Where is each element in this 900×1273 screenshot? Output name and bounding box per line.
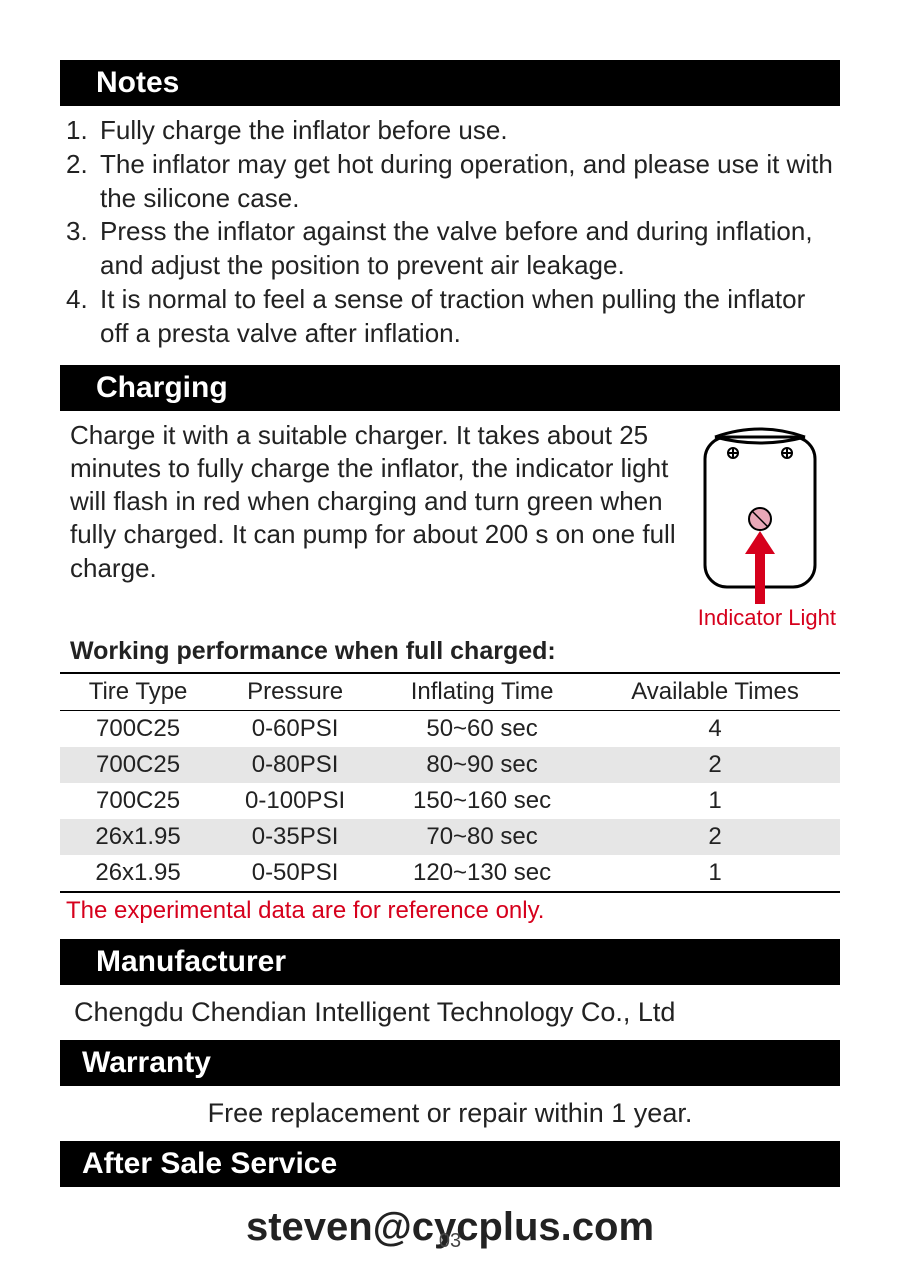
table-cell: 4: [590, 710, 840, 747]
table-cell: 0-60PSI: [216, 710, 374, 747]
table-cell: 0-100PSI: [216, 783, 374, 819]
table-cell: 0-35PSI: [216, 819, 374, 855]
table-cell: 700C25: [60, 783, 216, 819]
table-cell: 26x1.95: [60, 819, 216, 855]
list-item: Fully charge the inflator before use.: [100, 114, 840, 148]
table-row: 700C25 0-80PSI 80~90 sec 2: [60, 747, 840, 783]
table-cell: 150~160 sec: [374, 783, 590, 819]
section-header-notes: Notes: [60, 60, 840, 106]
page-number: 03: [0, 1230, 900, 1253]
inflator-icon: [685, 419, 835, 609]
section-header-manufacturer: Manufacturer: [60, 939, 840, 985]
table-row: 26x1.95 0-50PSI 120~130 sec 1: [60, 855, 840, 892]
section-header-warranty: Warranty: [60, 1040, 840, 1086]
table-cell: 700C25: [60, 747, 216, 783]
table-row: 26x1.95 0-35PSI 70~80 sec 2: [60, 819, 840, 855]
table-cell: 0-80PSI: [216, 747, 374, 783]
list-item: Press the inflator against the valve bef…: [100, 215, 840, 283]
list-item: It is normal to feel a sense of traction…: [100, 283, 840, 351]
table-cell: 700C25: [60, 710, 216, 747]
table-header-row: Tire Type Pressure Inflating Time Availa…: [60, 673, 840, 711]
table-cell: 80~90 sec: [374, 747, 590, 783]
table-cell: 1: [590, 783, 840, 819]
table-row: 700C25 0-100PSI 150~160 sec 1: [60, 783, 840, 819]
table-cell: 2: [590, 747, 840, 783]
table-cell: 120~130 sec: [374, 855, 590, 892]
section-header-charging: Charging: [60, 365, 840, 411]
table-header: Pressure: [216, 673, 374, 711]
table-row: 700C25 0-60PSI 50~60 sec 4: [60, 710, 840, 747]
list-item: The inflator may get hot during operatio…: [100, 148, 840, 216]
notes-list: Fully charge the inflator before use. Th…: [60, 114, 840, 351]
table-cell: 2: [590, 819, 840, 855]
table-cell: 26x1.95: [60, 855, 216, 892]
table-cell: 70~80 sec: [374, 819, 590, 855]
indicator-light-label: Indicator Light: [680, 605, 840, 631]
section-header-after-sale: After Sale Service: [60, 1141, 840, 1187]
table-caption: Working performance when full charged:: [60, 637, 840, 666]
table-header: Tire Type: [60, 673, 216, 711]
warranty-description: Free replacement or repair within 1 year…: [60, 1094, 840, 1141]
table-header: Available Times: [590, 673, 840, 711]
table-header: Inflating Time: [374, 673, 590, 711]
table-cell: 50~60 sec: [374, 710, 590, 747]
table-cell: 0-50PSI: [216, 855, 374, 892]
table-disclaimer: The experimental data are for reference …: [60, 897, 840, 925]
performance-table: Tire Type Pressure Inflating Time Availa…: [60, 672, 840, 893]
charging-description: Charge it with a suitable charger. It ta…: [60, 419, 680, 585]
charging-figure: Indicator Light: [680, 419, 840, 631]
table-cell: 1: [590, 855, 840, 892]
manufacturer-name: Chengdu Chendian Intelligent Technology …: [60, 993, 840, 1040]
